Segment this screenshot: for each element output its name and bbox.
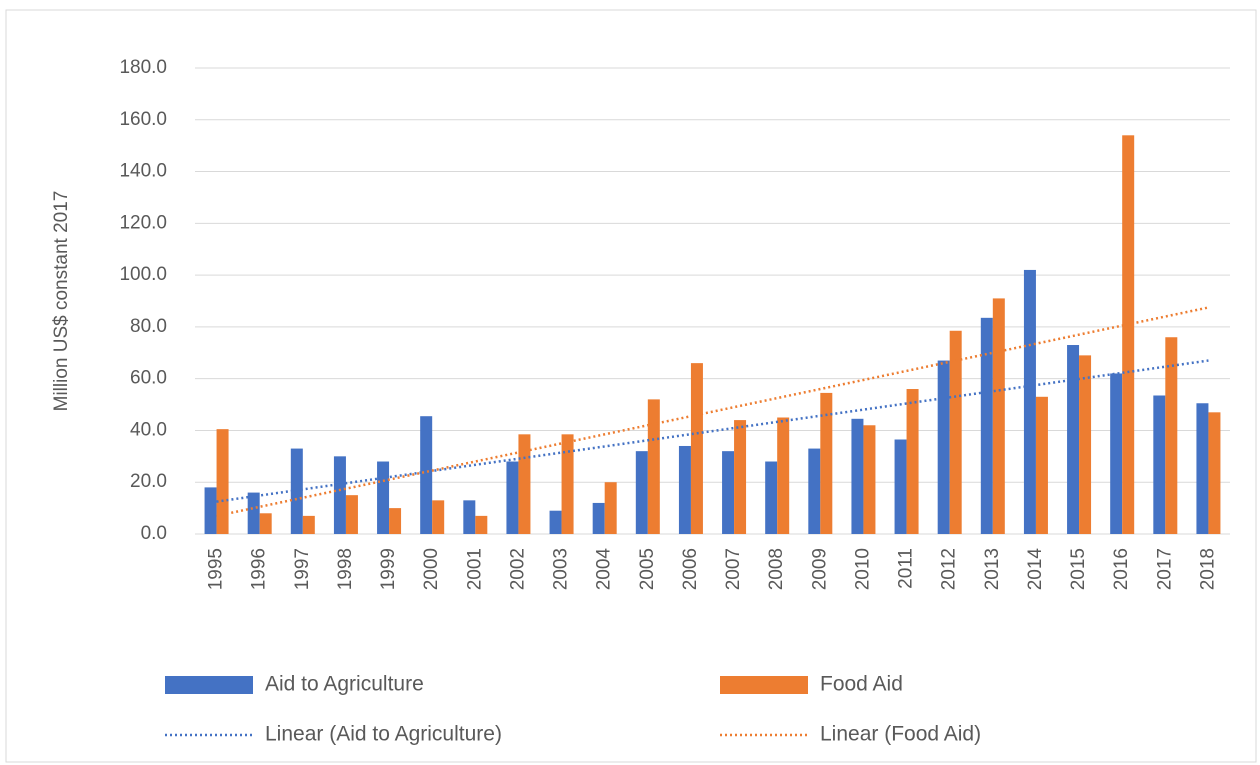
bar xyxy=(678,445,691,534)
bar xyxy=(863,425,876,534)
bar xyxy=(894,439,907,534)
bar xyxy=(463,500,476,534)
bar xyxy=(345,495,358,534)
bar xyxy=(980,317,993,534)
chart-border xyxy=(5,9,1257,763)
bar xyxy=(420,416,433,534)
x-tick-label: 2008 xyxy=(766,548,787,590)
x-tick-label: 2004 xyxy=(594,548,615,591)
bar xyxy=(1110,373,1123,534)
bar xyxy=(592,502,605,534)
bar xyxy=(777,417,790,534)
x-tick-label: 1999 xyxy=(378,548,399,590)
bar xyxy=(734,420,747,534)
bar xyxy=(1067,345,1080,534)
x-tick-label: 2015 xyxy=(1068,548,1089,590)
bar xyxy=(937,360,950,534)
y-tick-label: 160.0 xyxy=(119,109,167,130)
bar xyxy=(851,418,864,534)
x-tick-label: 2014 xyxy=(1025,548,1046,591)
bar xyxy=(302,515,315,534)
bar xyxy=(765,461,778,534)
bar xyxy=(549,510,562,534)
bar xyxy=(1079,355,1092,534)
x-tick-label: 2012 xyxy=(939,548,960,590)
x-tick-label: 1995 xyxy=(206,548,227,590)
bar xyxy=(518,434,531,534)
bar xyxy=(1165,337,1178,534)
bar xyxy=(561,434,574,534)
y-tick-label: 180.0 xyxy=(119,57,167,78)
x-tick-label: 2011 xyxy=(896,548,917,589)
x-tick-label: 2013 xyxy=(982,548,1003,590)
x-tick-label: 2000 xyxy=(421,548,442,590)
x-tick-label: 2003 xyxy=(551,548,572,590)
bar xyxy=(808,448,821,534)
legend-swatch xyxy=(165,676,253,694)
legend-swatch xyxy=(720,676,808,694)
legend-label: Linear (Aid to Agriculture) xyxy=(265,723,502,746)
x-tick-label: 2005 xyxy=(637,548,658,590)
legend-label: Food Aid xyxy=(820,673,903,696)
bar xyxy=(333,456,346,534)
bar xyxy=(377,461,390,534)
bar xyxy=(949,330,962,534)
bar xyxy=(1035,396,1048,534)
bar xyxy=(647,399,660,534)
bar xyxy=(1153,395,1166,534)
y-tick-label: 0.0 xyxy=(141,523,167,544)
bar xyxy=(690,363,703,534)
x-tick-label: 1998 xyxy=(335,548,356,590)
x-tick-label: 1996 xyxy=(249,548,270,590)
y-tick-label: 100.0 xyxy=(119,264,167,285)
y-tick-label: 60.0 xyxy=(130,368,167,389)
bar xyxy=(1208,412,1221,534)
trend-line xyxy=(216,306,1209,518)
bar xyxy=(389,508,402,534)
bar xyxy=(1122,135,1135,535)
bar xyxy=(216,429,229,534)
bar xyxy=(259,513,272,534)
bar xyxy=(906,389,919,534)
x-tick-label: 2009 xyxy=(809,548,830,590)
bar xyxy=(992,298,1005,534)
x-tick-label: 2002 xyxy=(507,548,528,590)
bar xyxy=(432,500,445,534)
y-tick-label: 40.0 xyxy=(130,419,167,440)
bar xyxy=(475,515,488,534)
legend-label: Aid to Agriculture xyxy=(265,673,424,696)
y-tick-label: 120.0 xyxy=(119,212,167,233)
bar xyxy=(247,492,260,534)
x-tick-label: 2001 xyxy=(464,548,485,590)
x-tick-label: 2017 xyxy=(1154,548,1175,590)
x-tick-label: 2007 xyxy=(723,548,744,590)
bar xyxy=(604,482,617,534)
trend-line xyxy=(216,359,1209,503)
bar xyxy=(635,451,648,534)
bar xyxy=(1023,269,1036,534)
legend-label: Linear (Food Aid) xyxy=(820,723,981,746)
y-axis-title: Million US$ constant 2017 xyxy=(51,191,72,412)
x-tick-label: 2016 xyxy=(1111,548,1132,590)
x-tick-label: 2010 xyxy=(852,548,873,590)
y-tick-label: 140.0 xyxy=(119,161,167,182)
bar xyxy=(204,487,217,534)
y-tick-label: 20.0 xyxy=(130,471,167,492)
x-tick-label: 2018 xyxy=(1197,548,1218,590)
x-tick-label: 2006 xyxy=(680,548,701,590)
bar xyxy=(820,392,833,534)
bar xyxy=(722,451,735,534)
y-tick-label: 80.0 xyxy=(130,316,167,337)
bar xyxy=(506,461,519,534)
x-tick-label: 1997 xyxy=(292,548,313,590)
bar xyxy=(1196,403,1209,534)
